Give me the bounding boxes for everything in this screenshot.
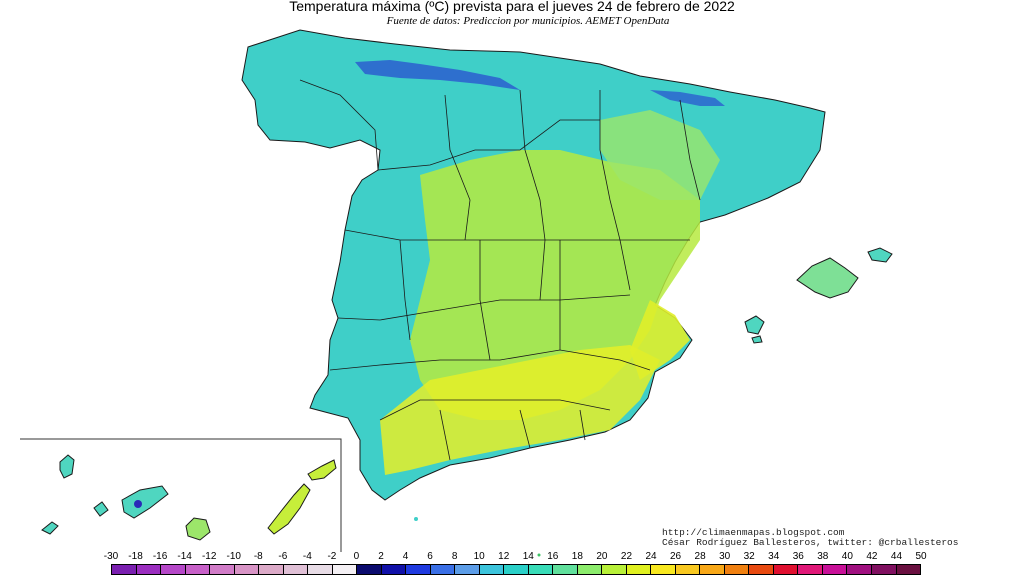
iberian-peninsula — [241, 29, 826, 501]
gran-canaria — [185, 517, 211, 541]
legend-label: 30 — [719, 551, 731, 562]
legend-dot-marker — [537, 553, 541, 557]
legend-swatch — [332, 565, 358, 574]
legend-label: 10 — [473, 551, 485, 562]
legend-label: -4 — [302, 551, 312, 562]
legend-swatch — [504, 565, 529, 574]
legend-label: -8 — [253, 551, 263, 562]
legend-label: 24 — [645, 551, 657, 562]
legend-label: 42 — [866, 551, 878, 562]
legend-label: -16 — [152, 551, 168, 562]
legend-swatch — [896, 565, 921, 574]
legend-label: 26 — [669, 551, 682, 562]
legend-swatch — [430, 565, 456, 574]
legend-swatch — [479, 565, 505, 574]
canary-islands-inset — [20, 438, 342, 552]
legend-swatch — [871, 565, 897, 574]
legend-label: -10 — [226, 551, 241, 562]
east-coast-warm — [630, 300, 690, 380]
legend-label: 38 — [817, 551, 829, 562]
legend-label: 16 — [547, 551, 559, 562]
legend-label: -14 — [177, 551, 192, 562]
formentera — [751, 335, 763, 344]
legend-swatch — [626, 565, 652, 574]
legend-swatch — [308, 565, 333, 574]
legend-label: 50 — [915, 551, 927, 562]
legend-swatch — [161, 565, 186, 574]
lanzarote — [307, 459, 337, 481]
legend-swatch — [210, 565, 235, 574]
legend-label: -18 — [128, 551, 143, 562]
legend-label: 34 — [768, 551, 780, 562]
author-credit: César Rodríguez Ballesteros, twitter: @c… — [662, 537, 959, 548]
legend-swatch — [283, 565, 309, 574]
legend-label: 4 — [402, 551, 409, 562]
map-title: Temperatura máxima (ºC) prevista para el… — [289, 0, 735, 14]
legend-swatch — [822, 565, 848, 574]
province-borders — [299, 79, 701, 461]
legend-swatch — [406, 565, 431, 574]
legend-swatch — [700, 565, 725, 574]
map-subtitle: Fuente de datos: Prediccion por municipi… — [386, 15, 670, 27]
la-gomera — [93, 501, 109, 517]
legend-labels: -30 -18 -16 -14 -12 -10 -8 -6 -4 -2 0 2 4 6 8 10 12 14 16 1… — [0, 551, 1024, 563]
legend-label: 14 — [522, 551, 534, 562]
legend-label: -6 — [278, 551, 288, 562]
inset-frame — [20, 438, 342, 552]
legend-label: -12 — [201, 551, 217, 562]
legend-swatch — [847, 565, 872, 574]
legend-swatch — [798, 565, 823, 574]
legend-label: 36 — [792, 551, 804, 562]
legend-swatch — [528, 565, 554, 574]
fuerteventura — [267, 483, 311, 535]
legend-label: 6 — [427, 551, 433, 562]
blog-credit: http://climaenmapas.blogspot.com — [662, 527, 845, 538]
mallorca — [796, 257, 859, 299]
el-hierro — [41, 521, 59, 535]
legend-swatch — [651, 565, 676, 574]
ibiza — [744, 315, 765, 335]
color-legend-bar — [111, 564, 921, 575]
legend-swatch — [675, 565, 701, 574]
teide-cold-spot — [134, 500, 142, 508]
legend-label: 20 — [596, 551, 608, 562]
legend-swatch — [553, 565, 578, 574]
legend-swatch — [602, 565, 627, 574]
legend-swatch — [112, 565, 137, 574]
la-palma — [59, 454, 75, 479]
legend-label: 28 — [694, 551, 706, 562]
ceuta-marker — [414, 517, 418, 521]
cantabrian-cold-zone — [355, 60, 520, 90]
legend-swatch — [749, 565, 774, 574]
legend-swatch — [724, 565, 750, 574]
pyrenees-cold-zone — [650, 90, 725, 106]
legend-label: 44 — [890, 551, 903, 562]
legend-swatch — [136, 565, 162, 574]
legend-label: 2 — [378, 551, 384, 562]
legend-swatch — [259, 565, 284, 574]
balearic-islands — [744, 247, 893, 344]
legend-swatch — [773, 565, 799, 574]
legend-swatch — [185, 565, 211, 574]
legend-swatch — [577, 565, 603, 574]
legend-label: 12 — [498, 551, 510, 562]
legend-swatch — [357, 565, 382, 574]
legend-label: 22 — [620, 551, 633, 562]
legend-label: 0 — [353, 551, 360, 562]
legend-label: -2 — [327, 551, 337, 562]
legend-label: 18 — [571, 551, 583, 562]
legend-swatch — [381, 565, 407, 574]
tenerife — [121, 485, 169, 519]
legend-label: 32 — [743, 551, 755, 562]
legend-label: 40 — [841, 551, 853, 562]
menorca — [867, 247, 893, 263]
ebro-warm-zone — [600, 110, 720, 200]
legend-label: 8 — [451, 551, 458, 562]
legend-swatch — [455, 565, 480, 574]
legend-swatch — [234, 565, 260, 574]
legend-label: -30 — [103, 551, 119, 562]
